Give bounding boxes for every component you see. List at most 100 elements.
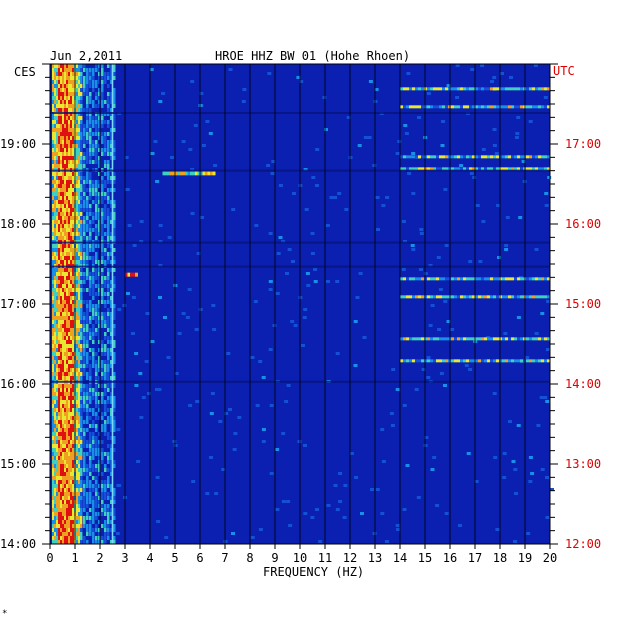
spectrogram-cell <box>89 152 92 156</box>
spectrogram-cell <box>58 176 61 180</box>
feature-cell <box>493 105 496 109</box>
spectrogram-cell <box>68 452 71 456</box>
spectrogram-cell <box>72 424 75 428</box>
spectrogram-cell <box>107 336 110 340</box>
spectrogram-cell <box>101 188 104 192</box>
spectrogram-cell <box>72 308 75 312</box>
spectrogram-cell <box>64 364 67 368</box>
spectrogram-cell <box>62 468 65 472</box>
spectrogram-cell <box>58 340 61 344</box>
spectrogram-cell <box>125 188 130 191</box>
spectrogram-cell <box>58 64 61 68</box>
spectrogram-cell <box>60 180 63 184</box>
spectrogram-cell <box>110 464 113 468</box>
spectrogram-cell <box>83 348 86 352</box>
spectrogram-cell <box>66 156 69 160</box>
spectrogram-cell <box>72 88 75 92</box>
spectrogram-cell <box>98 100 101 104</box>
spectrogram-cell <box>72 464 75 468</box>
spectrogram-cell <box>110 96 113 100</box>
feature-cell <box>532 167 535 171</box>
feature-cell <box>493 295 496 299</box>
spectrogram-cell <box>78 424 81 428</box>
spectrogram-cell <box>83 368 86 372</box>
spectrogram-cell <box>54 468 57 472</box>
spectrogram-cell <box>101 200 104 204</box>
feature-cell <box>490 155 493 159</box>
spectrogram-cell <box>58 272 61 276</box>
spectrogram-cell <box>52 76 55 80</box>
spectrogram-cell <box>72 188 75 192</box>
spectrogram-cell <box>241 100 246 103</box>
spectrogram-cell <box>70 420 73 424</box>
spectrogram-cell <box>95 236 98 240</box>
feature-cell <box>427 359 430 363</box>
spectrogram-cell <box>78 492 81 496</box>
spectrogram-cell <box>92 356 95 360</box>
feature-cell <box>460 87 463 91</box>
feature-cell <box>451 167 454 171</box>
spectrogram-cell <box>52 80 55 84</box>
spectrogram-cell <box>98 204 101 208</box>
spectrogram-cell <box>72 152 75 156</box>
spectrogram-cell <box>60 420 63 424</box>
spectrogram-cell <box>66 132 69 136</box>
feature-cell <box>415 167 418 171</box>
spectrogram-cell <box>492 76 497 79</box>
spectrogram-cell <box>89 396 92 400</box>
spectrogram-cell <box>404 132 409 135</box>
feature-cell <box>439 155 442 159</box>
spectrogram-cell <box>276 252 281 255</box>
feature-cell <box>484 277 487 281</box>
feature-cell <box>526 87 529 91</box>
spectrogram-cell <box>98 144 101 148</box>
spectrogram-cell <box>60 152 63 156</box>
spectrogram-cell <box>56 512 59 516</box>
spectrogram-cell <box>83 156 86 160</box>
spectrogram-cell <box>86 416 89 420</box>
spectrogram-cell <box>98 104 101 108</box>
spectrogram-cell <box>426 376 431 379</box>
spectrogram-cell <box>80 124 83 128</box>
feature-cell <box>460 167 463 171</box>
spectrogram-cell <box>60 504 63 508</box>
feature-cell <box>508 155 511 159</box>
spectrogram-cell <box>78 188 81 192</box>
spectrogram-cell <box>76 68 79 72</box>
spectrogram-cell <box>107 276 110 280</box>
spectrogram-cell <box>52 156 55 160</box>
spectrogram-cell <box>95 272 98 276</box>
spectrogram-cell <box>64 268 67 272</box>
spectrogram-cell <box>66 416 69 420</box>
spectrogram-cell <box>89 368 92 372</box>
spectrogram-cell <box>56 420 59 424</box>
spectrogram-cell <box>68 248 71 252</box>
spectrogram-cell <box>86 360 89 364</box>
spectrogram-cell <box>80 428 83 432</box>
spectrogram-cell <box>362 336 367 339</box>
spectrogram-cell <box>92 312 95 316</box>
spectrogram-cell <box>92 100 95 104</box>
spectrogram-cell <box>60 452 63 456</box>
feature-cell <box>487 105 490 109</box>
spectrogram-cell <box>64 440 67 444</box>
feature-cell <box>466 337 469 341</box>
spectrogram-cell <box>68 256 71 260</box>
spectrogram-cell <box>83 76 86 80</box>
feature-cell <box>481 359 484 363</box>
spectrogram-cell <box>78 516 81 520</box>
spectrogram-cell <box>89 472 92 476</box>
spectrogram-cell <box>80 156 83 160</box>
spectrogram-cell <box>78 84 81 88</box>
spectrogram-cell <box>395 152 400 155</box>
spectrogram-cell <box>68 116 71 120</box>
spectrogram-cell <box>72 344 75 348</box>
spectrogram-cell <box>68 92 71 96</box>
spectrogram-cell <box>68 360 71 364</box>
feature-cell <box>487 337 490 341</box>
spectrogram-cell <box>89 72 92 76</box>
spectrogram-cell <box>78 420 81 424</box>
spectrogram-cell <box>78 172 81 176</box>
spectrogram-cell <box>92 116 95 120</box>
spectrogram-cell <box>54 320 57 324</box>
